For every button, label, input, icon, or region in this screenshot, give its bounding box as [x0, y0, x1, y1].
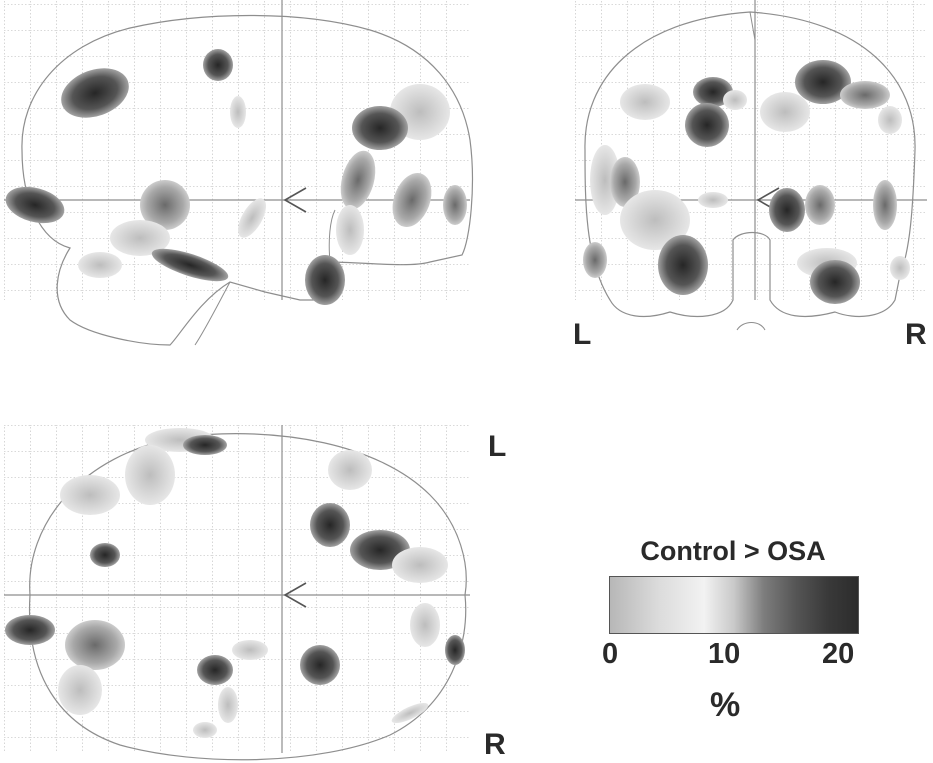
colorbar: Control > OSA 0 10 20 %	[598, 538, 868, 738]
coronal-right-label: R	[905, 318, 927, 351]
axial-view	[0, 415, 475, 763]
sagittal-svg	[4, 0, 474, 346]
axial-top-label: L	[488, 430, 507, 463]
colorbar-tick-max: 20	[822, 638, 855, 670]
coronal-left-label: L	[573, 318, 592, 351]
colorbar-tick-mid: 10	[708, 638, 741, 670]
axial-bottom-label: R	[484, 728, 506, 761]
brain-outline	[584, 11, 916, 318]
colorbar-unit: %	[710, 686, 741, 724]
cursor-arrow-icon	[283, 582, 307, 608]
grid	[4, 0, 470, 300]
activation-clusters	[5, 428, 465, 738]
axial-svg	[4, 425, 470, 761]
sagittal-view	[0, 0, 475, 348]
brain-outline	[21, 14, 474, 346]
cursor-arrow-icon	[283, 187, 307, 213]
coronal-svg	[575, 0, 927, 331]
activation-clusters	[5, 49, 467, 305]
colorbar-title: Control > OSA	[640, 536, 826, 566]
activation-clusters	[583, 60, 910, 304]
colorbar-gradient	[609, 576, 859, 634]
grid	[575, 0, 927, 300]
colorbar-tick-min: 0	[602, 638, 619, 670]
coronal-view	[565, 0, 933, 348]
